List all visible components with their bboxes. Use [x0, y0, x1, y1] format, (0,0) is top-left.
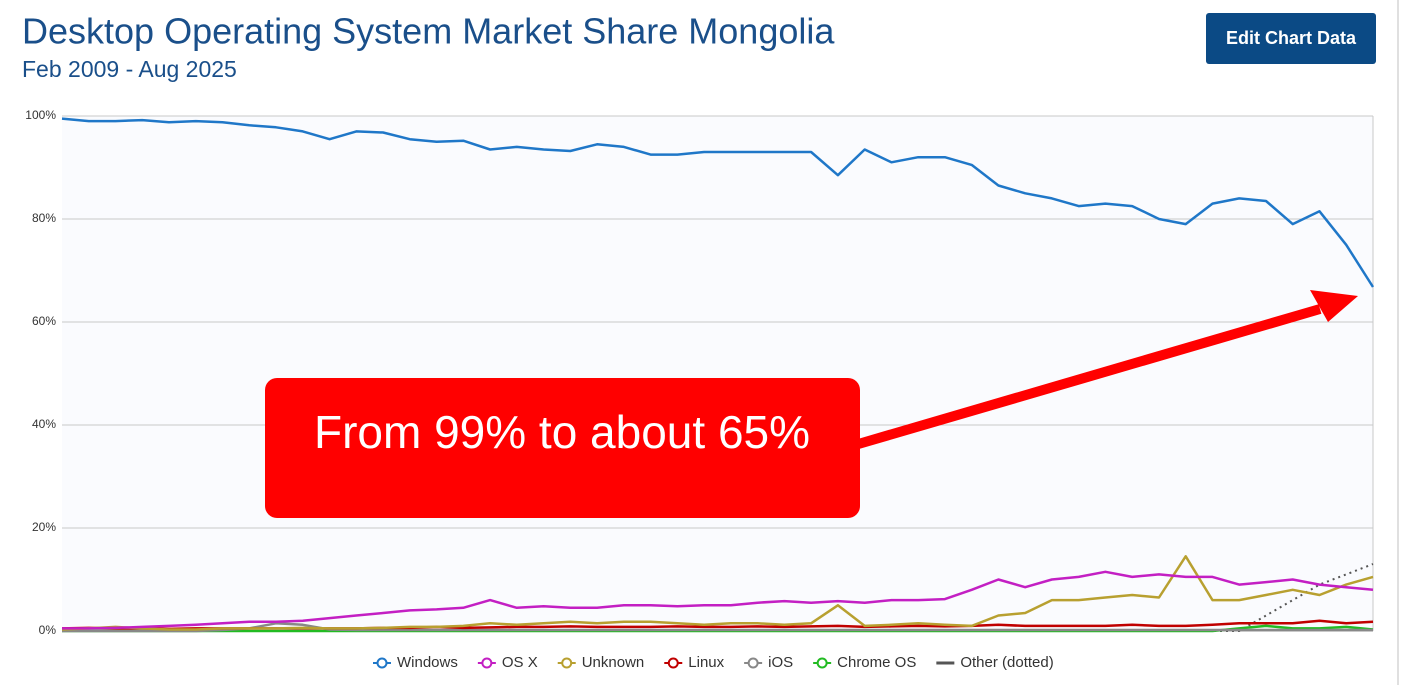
series-line — [61, 555, 1374, 631]
legend-marker — [667, 657, 679, 669]
annotation-box — [265, 378, 860, 518]
plot-background — [62, 116, 1373, 631]
legend-marker — [816, 657, 828, 669]
y-tick-label: 80% — [32, 211, 56, 225]
legend-label: OS X — [502, 654, 538, 671]
edit-chart-data-button[interactable]: Edit Chart Data — [1206, 13, 1376, 64]
annotation-arrow — [853, 304, 1322, 450]
legend-label: Unknown — [582, 654, 645, 671]
series-line — [62, 570, 1374, 630]
legend: Windows OS X Unknown Linux iOS Chrome OS Other… — [373, 654, 1054, 671]
y-tick-label: 0% — [39, 623, 57, 637]
legend-marker — [481, 657, 493, 669]
legend-label: Linux — [688, 654, 724, 671]
legend-marker — [376, 657, 388, 669]
legend-label: iOS — [768, 654, 793, 671]
y-tick-label: 60% — [32, 314, 56, 328]
y-tick-label: 20% — [32, 520, 56, 534]
series-line — [62, 622, 1373, 633]
annotation-text: From 99% to about 65% — [314, 406, 810, 458]
legend-label: Other (dotted) — [960, 654, 1053, 671]
y-tick-label: 100% — [25, 108, 56, 122]
legend-marker — [747, 657, 759, 669]
annotation-arrowhead — [1310, 290, 1358, 322]
series-line — [61, 117, 1375, 288]
legend-marker — [561, 657, 573, 669]
legend-label: Chrome OS — [837, 654, 916, 671]
chart-subtitle: Feb 2009 - Aug 2025 — [22, 56, 237, 82]
y-tick-label: 40% — [32, 417, 56, 431]
chart-title: Desktop Operating System Market Share Mo… — [22, 11, 835, 52]
legend-label: Windows — [397, 654, 458, 671]
